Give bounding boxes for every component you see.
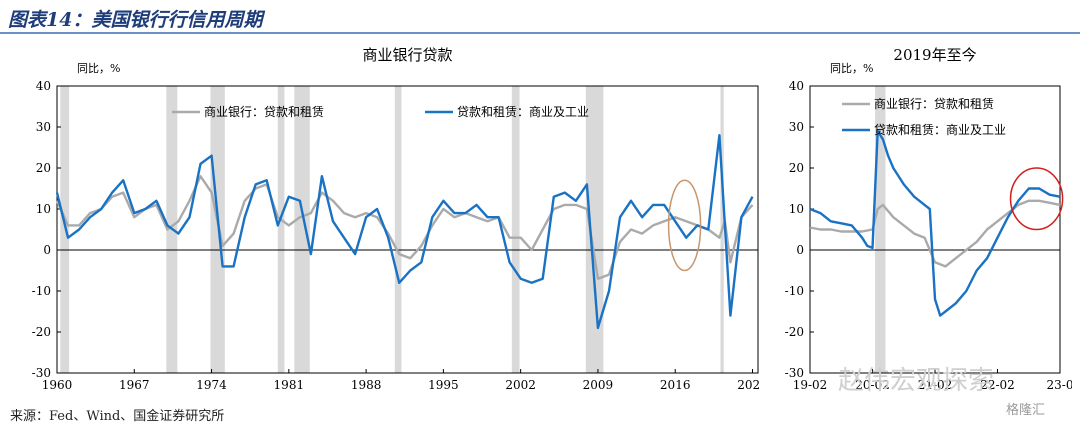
legend-label: 贷款和租赁：商业及工业 [874, 122, 1006, 137]
y-tick-label: 0 [796, 243, 804, 257]
series-line [809, 129, 1061, 317]
x-tick-label: 21-02 [918, 378, 953, 392]
x-tick-label: 2002 [505, 378, 536, 392]
x-tick-label: 19-02 [793, 378, 828, 392]
chart-title: 2019年至今 [893, 46, 976, 64]
recession-shade [394, 86, 402, 373]
y-tick-label: 30 [789, 120, 804, 134]
x-tick-label: 1988 [351, 378, 382, 392]
recession-shade [60, 86, 70, 373]
y-tick-label: 20 [789, 161, 804, 175]
y-axis-label: 同比，% [830, 62, 873, 75]
x-tick-label: 2016 [660, 378, 691, 392]
figure-title: 图表14：美国银行行信用周期 [8, 9, 263, 31]
y-tick-label: 20 [36, 161, 51, 175]
y-tick-label: -10 [785, 284, 804, 298]
x-tick-label: 2009 [583, 378, 614, 392]
highlight-ellipse [1009, 167, 1064, 231]
y-tick-label: -10 [32, 284, 51, 298]
x-tick-label: 20-02 [855, 378, 890, 392]
legend-label: 商业银行：贷款和租赁 [874, 96, 994, 111]
y-tick-label: -20 [32, 325, 51, 339]
recession-shade [277, 86, 285, 373]
y-tick-label: 40 [789, 79, 804, 93]
x-tick-label: 1967 [119, 378, 150, 392]
chart-title: 商业银行贷款 [362, 46, 452, 64]
recession-shade [294, 86, 310, 373]
y-tick-label: -20 [785, 325, 804, 339]
watermark: 赵伟宏观探索 [838, 366, 995, 396]
legend-label: 商业银行：贷款和租赁 [204, 104, 324, 119]
y-tick-label: 10 [789, 202, 804, 216]
series-line [55, 133, 754, 330]
series-line [809, 199, 1061, 268]
x-tick-label: 23-0 [1047, 378, 1072, 392]
y-tick-label: 10 [36, 202, 51, 216]
recession-shade [511, 86, 520, 373]
x-tick-label: 22-02 [980, 378, 1015, 392]
recession-shade [210, 86, 225, 373]
x-tick-label: 1974 [196, 378, 227, 392]
chart-left: -30-20-100102030401019601967197419811988… [32, 46, 760, 392]
chart-right: -30 -20 -10 0 10 20 30 40 19-02 20-02 21-02 22-02 23… [785, 46, 1072, 392]
recession-shade [585, 86, 604, 373]
series-line [55, 174, 754, 280]
legend-label: 贷款和租赁：商业及工业 [457, 104, 589, 119]
x-tick-label: 1960 [42, 378, 73, 392]
y-tick-label: -30 [785, 366, 804, 380]
recession-shade [875, 86, 886, 373]
y-tick-label: 30 [36, 120, 51, 134]
x-tick-label: 1981 [274, 378, 305, 392]
y-tick-label: -30 [32, 366, 51, 380]
title-rule [0, 32, 1080, 34]
highlight-ellipse [667, 179, 702, 272]
x-tick-label: 2023 [737, 378, 760, 392]
y-axis-label: 同比，% [77, 62, 120, 75]
source-note: 来源：Fed、Wind、国金证券研究所 [10, 409, 225, 424]
watermark-logo: 格隆汇 [1006, 403, 1046, 418]
x-tick-label: 1995 [428, 378, 459, 392]
y-tick-label: 40 [36, 79, 51, 93]
plot-frame [56, 85, 759, 374]
y-tick-label: 0 [43, 243, 51, 257]
